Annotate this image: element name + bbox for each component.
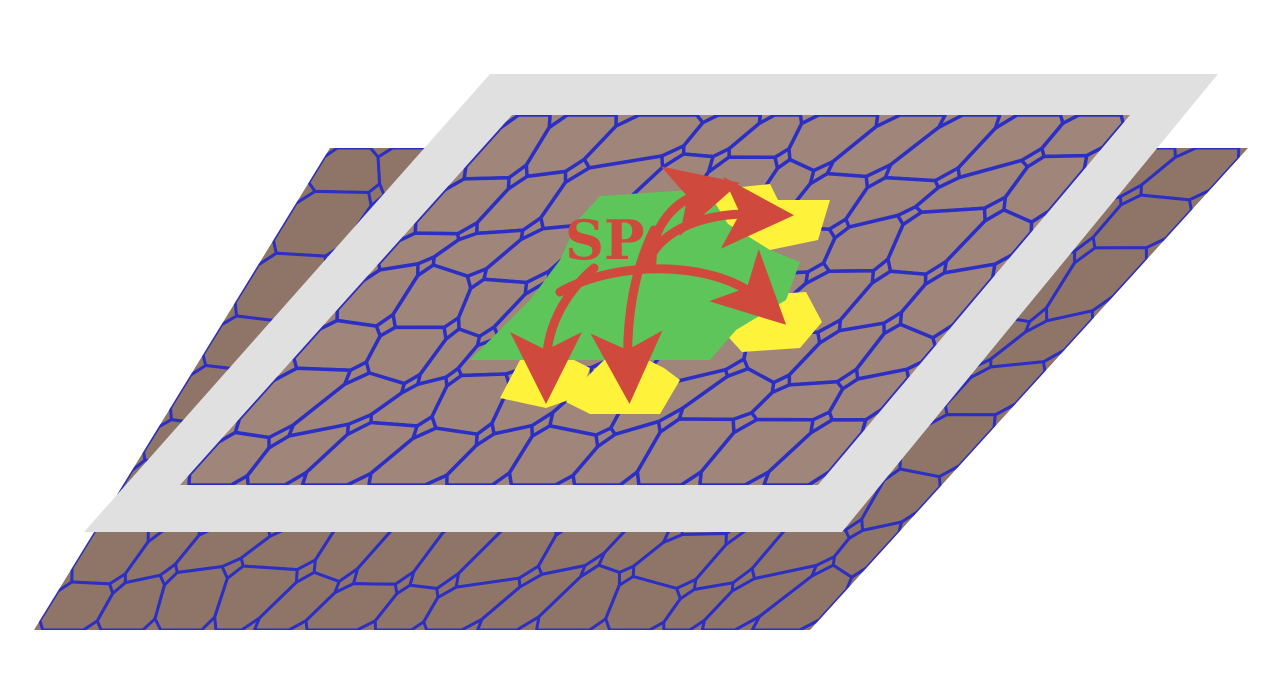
upper-layer: SP <box>180 115 1130 485</box>
arrow-to-neighbor-5 <box>590 225 663 404</box>
superpixel-cell <box>213 564 299 630</box>
superpixel-cell <box>762 418 868 485</box>
superpixel-cell <box>245 422 351 485</box>
superpixel-cell <box>635 417 736 485</box>
arrow-to-neighbor-2 <box>643 176 794 267</box>
superpixel-cell <box>700 564 818 630</box>
superpixel-cell <box>750 563 854 630</box>
superpixel-cell <box>38 580 115 630</box>
superpixel-cell <box>662 581 735 630</box>
superpixel-cell <box>422 576 522 630</box>
superpixel-cell <box>476 564 587 630</box>
superpixel-cell <box>153 565 229 630</box>
superpixel-label: SP <box>565 208 645 272</box>
superpixel-cell <box>604 575 682 630</box>
superpixel-cell <box>300 420 419 485</box>
adjacency-arrows <box>510 166 794 404</box>
arrow-to-neighbor-4 <box>510 263 599 404</box>
superpixel-cell <box>304 582 399 630</box>
superpixel-cell <box>253 570 341 630</box>
superpixel-cell <box>535 563 621 630</box>
superpixel-cell <box>373 583 440 630</box>
superpixel-cell <box>95 573 166 630</box>
superpixel-cell <box>698 417 815 485</box>
superpixel-cell <box>307 148 382 194</box>
